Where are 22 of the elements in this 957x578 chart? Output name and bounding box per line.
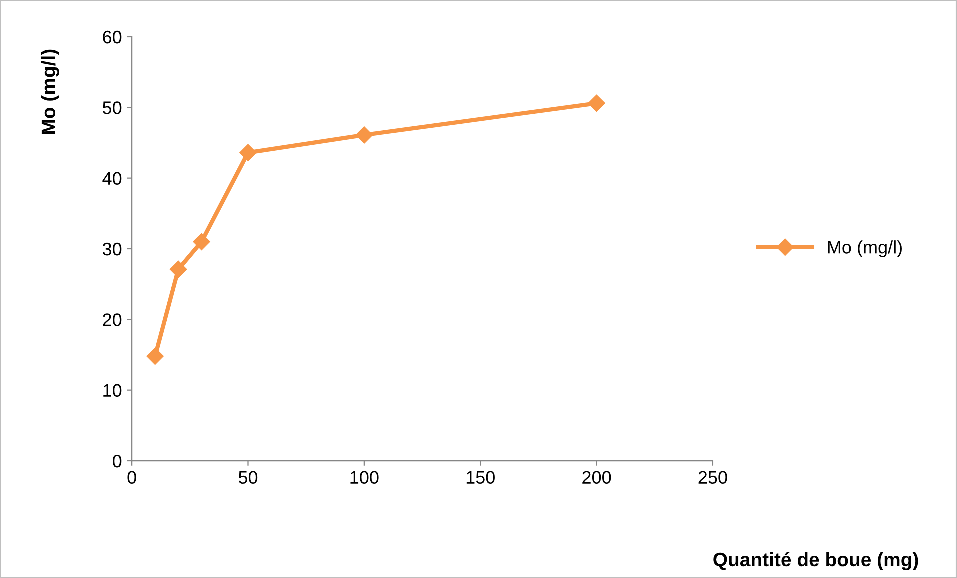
x-tick-label: 150 xyxy=(466,471,495,484)
x-tick-label: 50 xyxy=(238,471,258,484)
y-tick-label: 10 xyxy=(104,384,122,398)
x-tick-label: 0 xyxy=(128,471,136,484)
point xyxy=(240,144,257,162)
x-tick-label: 100 xyxy=(350,471,379,484)
y-axis-title: Mo (mg/l) xyxy=(41,50,60,134)
point xyxy=(193,233,210,250)
y-tick-label: 60 xyxy=(103,30,122,44)
legend-label: Mo (mg/l) xyxy=(828,240,902,258)
point xyxy=(146,348,164,365)
point xyxy=(588,94,606,112)
y-tick-label: 0 xyxy=(113,454,122,468)
point xyxy=(170,260,188,278)
x-axis-title: Quantité de boue (mg) xyxy=(714,552,918,571)
point xyxy=(356,126,373,144)
y-tick-label: 40 xyxy=(102,172,122,186)
y-tick-label: 30 xyxy=(102,242,122,256)
x-tick-label: 250 xyxy=(698,471,728,484)
y-tick-label: 20 xyxy=(103,314,122,326)
y-tick-label: 50 xyxy=(102,102,122,114)
x-tick-label: 200 xyxy=(582,471,612,484)
